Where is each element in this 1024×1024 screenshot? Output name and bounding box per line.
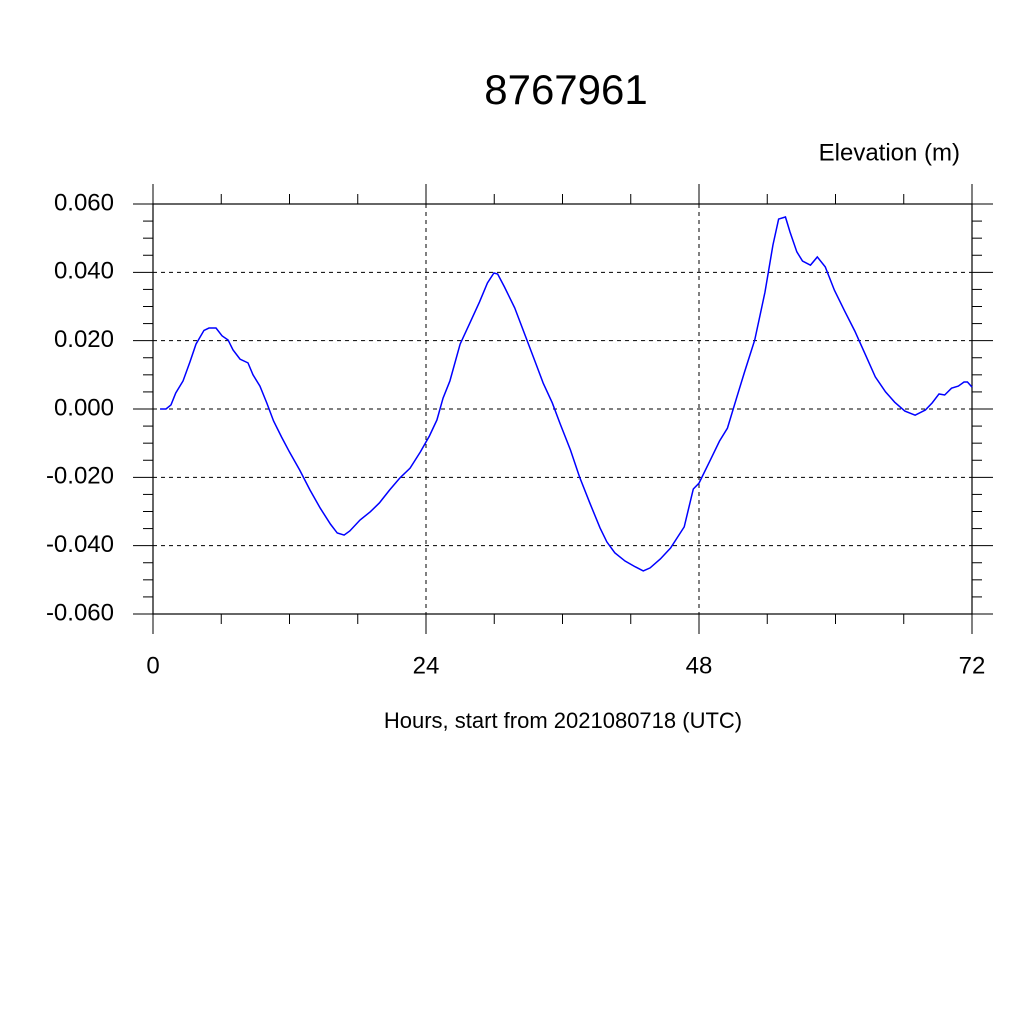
chart-title: 8767961 — [484, 66, 648, 113]
x-tick-label: 24 — [413, 652, 440, 679]
x-tick-label: 72 — [959, 652, 986, 679]
y-tick-label: -0.060 — [46, 599, 114, 626]
x-axis-label: Hours, start from 2021080718 (UTC) — [384, 708, 742, 733]
y-tick-label: 0.000 — [54, 394, 114, 421]
y-tick-label: 0.020 — [54, 326, 114, 353]
y-tick-label: -0.020 — [46, 463, 114, 490]
series-line — [160, 216, 973, 572]
y-tick-label: 0.060 — [54, 189, 114, 216]
subtitle: Elevation (m) — [819, 139, 960, 166]
x-tick-label: 48 — [686, 652, 713, 679]
y-tick-label: -0.040 — [46, 531, 114, 558]
y-tick-label: 0.040 — [54, 258, 114, 285]
x-tick-label: 0 — [146, 652, 159, 679]
